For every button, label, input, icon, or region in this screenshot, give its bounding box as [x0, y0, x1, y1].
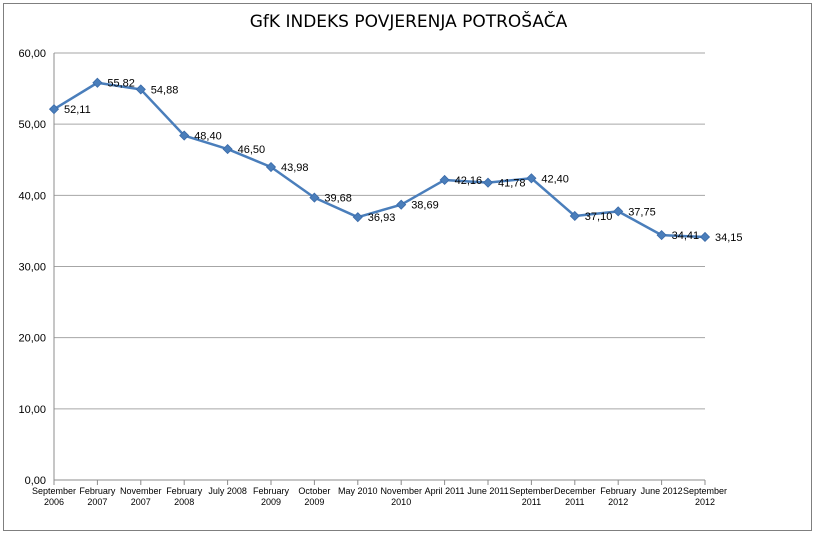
data-label: 36,93	[368, 212, 396, 224]
data-point	[613, 206, 624, 217]
x-tick-label: September 2006	[32, 486, 76, 507]
data-point	[179, 130, 190, 141]
data-label: 34,41	[672, 230, 700, 242]
data-point	[569, 210, 580, 222]
x-tick-label: February 2012	[600, 486, 637, 507]
y-tick-label: 60,00	[18, 48, 46, 60]
data-point	[656, 230, 667, 241]
data-label: 42,16	[455, 175, 483, 187]
data-label: 37,10	[585, 211, 613, 223]
data-point	[222, 144, 233, 155]
x-tick-label: February 2009	[253, 486, 290, 507]
data-label: 48,40	[194, 131, 222, 143]
x-tick-label: July 2008	[208, 486, 247, 496]
data-label: 39,68	[324, 193, 352, 205]
data-label: 42,40	[541, 173, 569, 185]
x-tick-label: February 2008	[166, 486, 203, 507]
x-tick-label: September 2012	[683, 486, 727, 507]
data-label: 54,88	[151, 84, 179, 96]
x-tick-label: June 2011	[467, 486, 508, 496]
data-point	[48, 104, 60, 115]
y-axis-ticks: 0,00 10,00 20,00 30,00 40,00 50,00 60,00	[18, 48, 46, 487]
series-layer	[48, 77, 711, 243]
data-label: 37,75	[628, 206, 656, 218]
data-point	[699, 231, 711, 243]
data-point	[396, 199, 407, 210]
y-tick-label: 0,00	[25, 475, 46, 487]
data-label: 55,82	[107, 78, 135, 90]
x-tick-label: November 2007	[120, 486, 162, 507]
x-tick-label: October 2009	[298, 486, 330, 507]
y-tick-label: 10,00	[18, 404, 46, 416]
y-tick-label: 40,00	[18, 190, 46, 202]
x-tick-label: June 2012	[641, 486, 683, 496]
data-point	[92, 77, 103, 88]
y-tick-label: 20,00	[18, 333, 46, 345]
data-label: 52,11	[64, 104, 91, 116]
x-tick-label: September 2011	[509, 486, 553, 507]
data-label: 34,15	[715, 232, 743, 244]
gridlines	[53, 52, 706, 485]
x-tick-label: May 2010	[338, 486, 378, 496]
data-label: 43,98	[281, 162, 309, 174]
data-point	[526, 173, 537, 184]
data-label: 41,78	[498, 178, 526, 190]
data-point	[135, 84, 146, 95]
data-point	[352, 212, 363, 223]
x-tick-label: November 2010	[380, 486, 422, 507]
data-label: 46,50	[238, 144, 266, 156]
data-point	[265, 161, 277, 173]
data-point	[309, 192, 320, 203]
y-tick-label: 50,00	[18, 119, 46, 131]
data-point	[439, 174, 450, 186]
series-line	[53, 81, 706, 239]
data-labels: 52,11 55,82 54,88 48,40 46,50 43,98 39,68 36,93…	[64, 78, 743, 244]
x-tick-label: April 2011	[425, 486, 465, 496]
chart-title: GfK INDEKS POVJERENJA POTROŠAČA	[249, 12, 568, 32]
x-tick-label: December 2011	[554, 486, 596, 507]
data-point	[482, 177, 494, 188]
y-tick-label: 30,00	[18, 262, 46, 274]
data-label: 38,69	[411, 200, 439, 212]
x-tick-label: February 2007	[79, 486, 116, 507]
